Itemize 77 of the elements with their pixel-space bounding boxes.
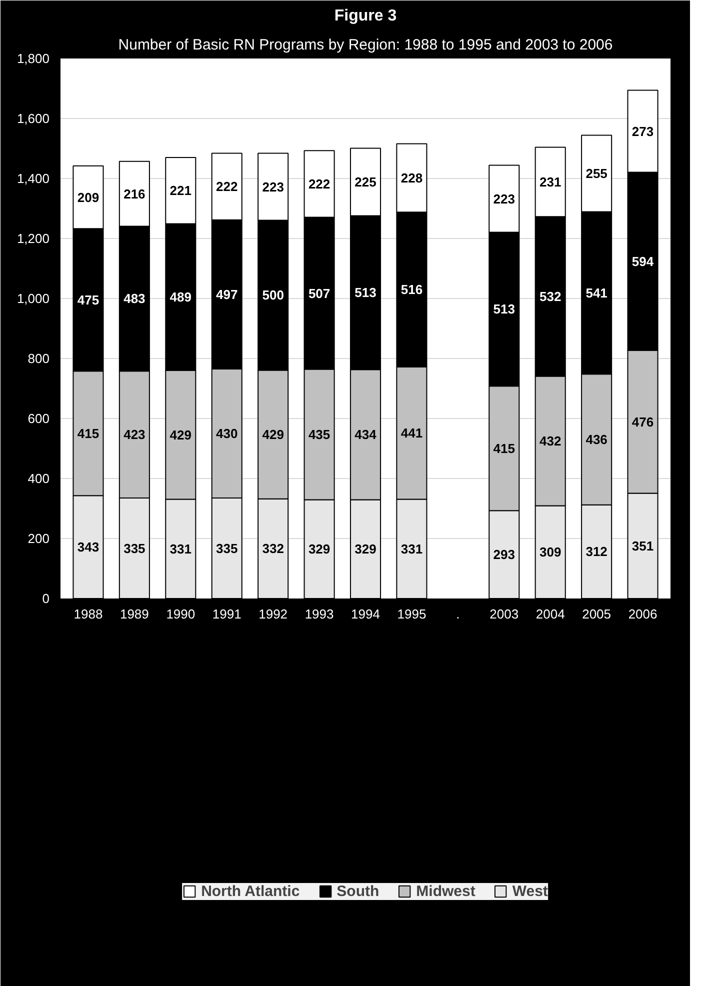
data-label: 475	[77, 292, 100, 308]
data-label: 415	[77, 426, 100, 441]
data-label: 423	[124, 427, 146, 442]
data-label: 513	[493, 302, 515, 317]
data-label: 497	[216, 286, 238, 302]
data-label: 293	[493, 547, 515, 562]
data-label: 209	[77, 190, 100, 205]
legend-label: Midwest	[416, 882, 476, 900]
legend-label: North Atlantic	[201, 882, 300, 900]
y-tick-label: 800	[28, 351, 50, 366]
data-label: 415	[493, 440, 515, 456]
data-label: 225	[354, 174, 376, 190]
x-tick-label: 2003	[490, 606, 519, 622]
data-label: 532	[540, 288, 562, 304]
data-label: 222	[216, 179, 238, 194]
data-label: 223	[493, 191, 515, 206]
data-label: 489	[170, 290, 192, 305]
data-label: 332	[262, 541, 284, 556]
x-tick-label: 1993	[304, 606, 334, 622]
y-tick-label: 1,800	[16, 51, 50, 66]
x-tick-label: 1989	[120, 606, 149, 622]
x-tick-label: 1990	[166, 606, 196, 622]
y-tick-label: 1,200	[16, 231, 50, 246]
data-label: 343	[77, 540, 100, 555]
data-label: 476	[632, 414, 654, 430]
data-label: 228	[400, 170, 423, 186]
data-label: 273	[632, 124, 654, 139]
data-label: 216	[124, 186, 146, 202]
data-label: 331	[400, 541, 423, 556]
x-tick-label: .	[456, 606, 460, 622]
chart-subtitle: Number of Basic RN Programs by Region: 1988 to 1995 and 2003 to 2006	[118, 36, 613, 54]
data-label: 430	[216, 426, 238, 441]
x-tick-label: 2004	[536, 606, 565, 622]
data-label: 429	[170, 427, 192, 442]
data-label: 222	[308, 176, 330, 192]
data-label: 436	[586, 432, 608, 447]
data-label: 541	[586, 285, 608, 300]
data-label: 255	[586, 166, 608, 182]
y-tick-label: 1,600	[16, 111, 50, 126]
data-label: 335	[216, 540, 238, 556]
y-tick-label: 600	[28, 411, 50, 426]
x-tick-label: 1988	[74, 606, 103, 622]
x-tick-label: 1991	[212, 606, 242, 622]
data-label: 441	[400, 426, 423, 441]
x-tick-label: 1992	[258, 606, 288, 622]
data-label: 231	[540, 174, 562, 190]
data-label: 594	[632, 254, 654, 269]
data-label: 507	[308, 286, 330, 301]
x-tick-label: 2005	[582, 606, 612, 622]
legend-label: South	[336, 882, 380, 900]
data-label: 221	[170, 183, 192, 198]
y-tick-label: 200	[28, 531, 50, 546]
data-label: 309	[540, 544, 562, 560]
y-tick-label: 0	[42, 591, 50, 606]
y-tick-label: 1,000	[16, 291, 50, 306]
data-label: 312	[586, 544, 608, 560]
data-label: 329	[308, 542, 330, 557]
data-label: 335	[124, 540, 146, 556]
data-label: 483	[124, 291, 146, 306]
data-label: 429	[262, 427, 284, 442]
data-label: 513	[354, 285, 376, 300]
y-tick-label: 400	[28, 471, 50, 486]
data-label: 432	[540, 434, 562, 448]
data-label: 351	[632, 538, 654, 554]
y-tick-label: 1,400	[16, 171, 50, 186]
data-label: 500	[262, 288, 284, 303]
data-label: 435	[308, 427, 330, 442]
data-label: 331	[170, 541, 192, 556]
chart-title: Figure 3	[334, 8, 397, 24]
legend-label: West	[512, 882, 548, 900]
data-label: 223	[262, 179, 284, 194]
x-tick-label: 1994	[351, 606, 380, 622]
data-label: 329	[354, 542, 376, 557]
x-tick-label: 1995	[397, 606, 426, 622]
data-label: 434	[354, 427, 378, 442]
x-tick-label: 2006	[628, 606, 658, 622]
data-label: 516	[400, 282, 423, 297]
